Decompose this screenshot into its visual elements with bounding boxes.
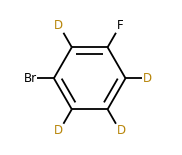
Text: D: D — [54, 124, 63, 137]
Text: F: F — [116, 19, 123, 32]
Text: D: D — [116, 124, 126, 137]
Text: D: D — [143, 72, 152, 85]
Text: D: D — [54, 19, 63, 32]
Text: Br: Br — [23, 72, 37, 85]
